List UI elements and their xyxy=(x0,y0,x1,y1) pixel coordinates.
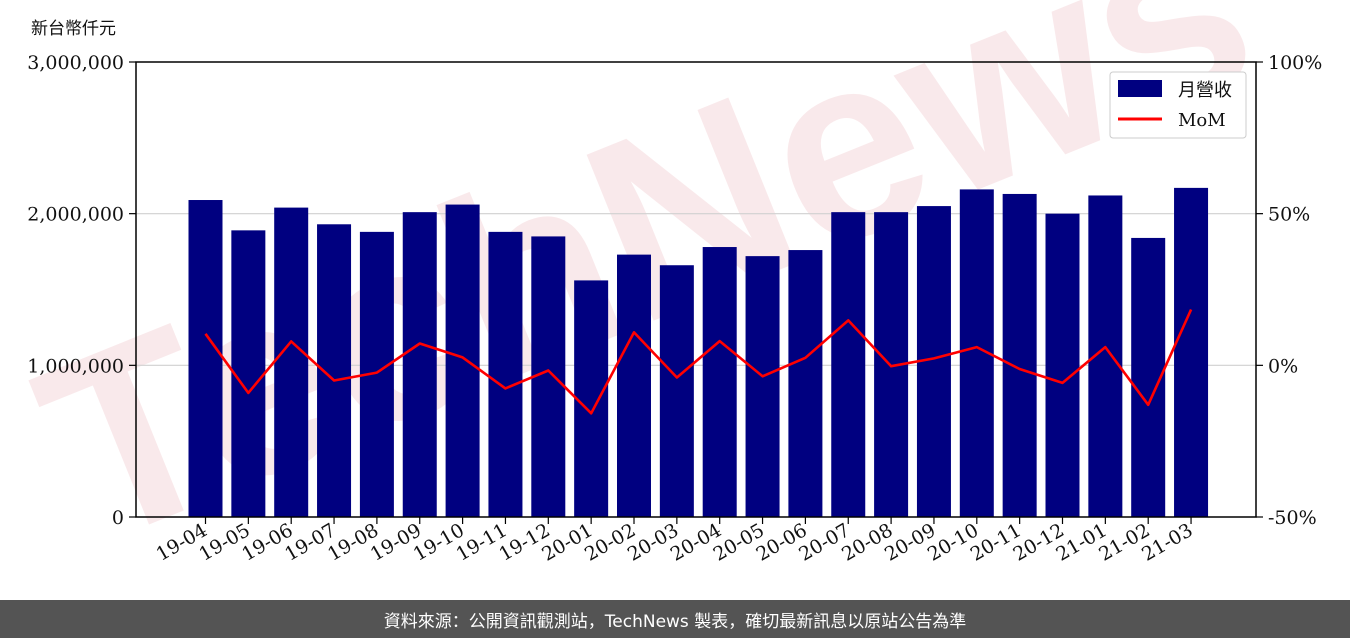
revenue-bar xyxy=(445,204,480,518)
right-tick-label: -50% xyxy=(1268,507,1317,529)
revenue-bar xyxy=(831,212,866,517)
revenue-bar xyxy=(531,236,566,517)
revenue-bar xyxy=(402,212,437,517)
mom-line xyxy=(204,308,1193,415)
revenue-bar xyxy=(1002,193,1037,517)
left-tick-label: 3,000,000 xyxy=(27,52,124,74)
revenue-bar xyxy=(702,247,737,518)
left-axis-ticks: 0 1,000,000 2,000,000 3,000,000 xyxy=(27,52,136,529)
revenue-bar xyxy=(1174,187,1209,517)
left-tick-label: 1,000,000 xyxy=(27,355,124,377)
revenue-bar xyxy=(788,250,823,518)
revenue-bar xyxy=(1045,213,1080,517)
revenue-bar xyxy=(574,280,609,517)
right-tick-label: 50% xyxy=(1268,204,1310,226)
mom-line-layer xyxy=(204,308,1193,415)
left-tick-label: 0 xyxy=(112,507,124,529)
plot-frame xyxy=(135,61,1257,518)
revenue-bar xyxy=(274,207,309,517)
x-tick-label: 21-03 xyxy=(1138,519,1196,565)
revenue-bar xyxy=(659,265,694,517)
left-tick-label: 2,000,000 xyxy=(27,204,124,226)
revenue-bar xyxy=(617,254,651,517)
legend-bar-swatch xyxy=(1118,80,1162,97)
source-footer: 資料來源：公開資訊觀測站，TechNews 製表，確切最新訊息以原站公告為準 xyxy=(0,600,1350,638)
revenue-bar xyxy=(745,256,780,517)
revenue-bar xyxy=(188,200,223,517)
revenue-bars xyxy=(188,187,1209,518)
right-tick-label: 100% xyxy=(1268,52,1322,74)
legend: 月營收 MoM xyxy=(1109,71,1247,139)
legend-line-label: MoM xyxy=(1178,110,1226,131)
legend-bar-label: 月營收 xyxy=(1178,80,1232,101)
right-axis-ticks: -50% 0% 50% 100% xyxy=(1256,52,1322,529)
revenue-bar xyxy=(231,230,266,517)
revenue-bar xyxy=(488,231,523,517)
x-axis-ticks: 19-0419-0519-0619-0719-0819-0919-1019-11… xyxy=(153,517,1197,566)
y-axis-unit-label: 新台幣仟元 xyxy=(31,19,116,39)
right-tick-label: 0% xyxy=(1268,355,1298,377)
footer-text: 資料來源：公開資訊觀測站，TechNews 製表，確切最新訊息以原站公告為準 xyxy=(383,611,967,632)
